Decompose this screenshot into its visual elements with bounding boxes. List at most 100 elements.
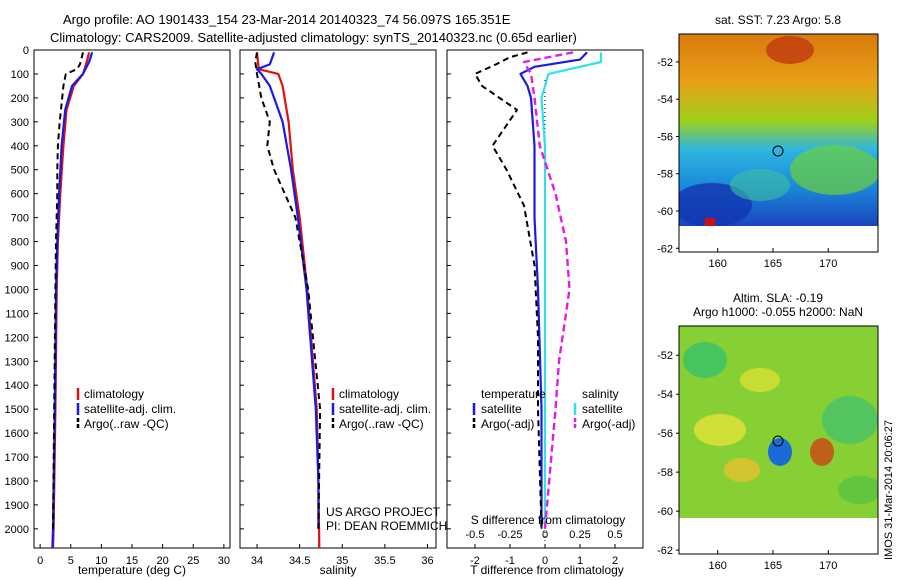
depth-tick-label: 700 — [11, 213, 29, 225]
sst-map-empty — [679, 226, 878, 252]
depth-tick-label: 600 — [11, 189, 29, 201]
legend-salinity-title: salinity — [582, 387, 619, 401]
series-line-s-satellite — [540, 52, 603, 529]
x-tick-label: 20 — [157, 555, 169, 567]
depth-tick-label: 1900 — [5, 500, 29, 512]
sla-map-title2: Argo h1000: -0.055 h2000: NaN — [693, 305, 863, 319]
x-tick-label: 34.5 — [289, 555, 310, 567]
legend-label: satellite-adj. clim. — [84, 402, 176, 416]
legend-label: climatology — [339, 387, 399, 401]
map-lon-label: 160 — [709, 258, 727, 270]
sla-float-marker — [772, 435, 784, 447]
sla-map-ticks: -52 -54 -56 -58 -60 -62 160 165 170 — [657, 350, 837, 572]
x-tick-label: 10 — [95, 555, 107, 567]
figure-title-line1: Argo profile: AO 1901433_154 23-Mar-2014… — [63, 12, 511, 27]
depth-tick-label: 1300 — [5, 356, 29, 368]
depth-tick-label: 1100 — [5, 308, 29, 320]
map-lat-label: -60 — [657, 206, 673, 218]
sst-map-title: sat. SST: 7.23 Argo: 5.8 — [715, 13, 841, 27]
legend-label: Argo(..raw -QC) — [339, 417, 424, 431]
sst-map: -52 -54 -56 -58 -60 -62 160 165 170 — [657, 33, 879, 270]
timestamp-stamp: IMOS 31-Mar-2014 20:06:27 — [883, 420, 895, 560]
depth-tick-label: 1200 — [5, 332, 29, 344]
x-tick-label: 5 — [68, 555, 74, 567]
x-tick-label: 0 — [37, 555, 43, 567]
sst-map-frame — [678, 33, 879, 253]
map-lat-label: -62 — [657, 545, 673, 557]
s-diff-tick-label: 0 — [542, 529, 548, 541]
s-diff-tick-label: -0.25 — [497, 529, 522, 541]
depth-tick-label: 1500 — [5, 404, 29, 416]
sla-map-empty — [679, 518, 878, 554]
difference-panel: -2 -1 0 1 2 -0.5 -0.25 0 0.25 0.5 temperature salin… — [447, 49, 635, 567]
temperature-xlabel: temperature (deg C) — [78, 563, 186, 577]
map-lon-label: 165 — [764, 560, 782, 572]
x-tick-label: 25 — [187, 555, 199, 567]
legend-temperature-title: temperature — [481, 387, 546, 401]
sla-map: -52 -54 -56 -58 -60 -62 160 165 170 — [657, 325, 879, 572]
legend-label: satellite — [582, 402, 623, 416]
x-tick-label: 34 — [251, 555, 263, 567]
depth-tick-label: 400 — [11, 141, 29, 153]
map-lon-label: 170 — [819, 560, 837, 572]
depth-tick-label: 1600 — [5, 428, 29, 440]
depth-tick-label: 1800 — [5, 476, 29, 488]
depth-tick-label: 200 — [11, 93, 29, 105]
depth-tick-label: 1400 — [5, 380, 29, 392]
legend-label: Argo(-adj) — [582, 417, 635, 431]
series-line-argo-raw-qc- — [52, 52, 84, 529]
t-difference-xlabel: T difference from climatology — [470, 563, 624, 577]
sla-map-patches — [683, 342, 878, 504]
depth-tick-label: 1000 — [5, 284, 29, 296]
map-lat-label: -52 — [657, 57, 673, 69]
map-lat-label: -54 — [657, 94, 673, 106]
depth-tick-label: 0 — [23, 45, 29, 57]
salinity-panel-frame — [239, 49, 437, 549]
map-lat-label: -56 — [657, 131, 673, 143]
map-lat-label: -58 — [657, 169, 673, 181]
depth-axis-labels: 0 100 200 300 400 500 600 700 800 900 1000 1100 1200… — [5, 45, 29, 536]
series-line-climatology — [255, 52, 321, 549]
salinity-panel: 34 34.5 35 35.5 36 climatologysatellite-adj. … — [240, 49, 434, 567]
depth-tick-label: 900 — [11, 260, 29, 272]
map-lat-label: -58 — [657, 467, 673, 479]
series-line-t-argo — [474, 51, 543, 529]
s-diff-tick-label: 0.25 — [569, 529, 590, 541]
map-lat-label: -52 — [657, 350, 673, 362]
series-line-t-satellite — [519, 51, 588, 529]
sla-map-frame — [678, 325, 879, 555]
sst-map-patches — [679, 36, 878, 226]
map-lat-label: -62 — [657, 243, 673, 255]
depth-tick-label: 1700 — [5, 452, 29, 464]
x-tick-label: -2 — [470, 555, 480, 567]
legend-label: Argo(..raw -QC) — [84, 417, 169, 431]
figure-title-line2: Climatology: CARS2009. Satellite-adjuste… — [50, 30, 577, 45]
s-diff-tick-label: -0.5 — [466, 529, 485, 541]
depth-tick-label: 800 — [11, 237, 29, 249]
s-difference-label: S difference from climatology — [471, 513, 626, 527]
x-tick-label: 36 — [421, 555, 433, 567]
legend-label: satellite-adj. clim. — [339, 402, 431, 416]
salinity-xlabel: salinity — [320, 563, 357, 577]
series-line-s-argo — [522, 51, 574, 529]
map-lat-label: -56 — [657, 428, 673, 440]
x-tick-label: -1 — [505, 555, 515, 567]
pi-annotation: PI: DEAN ROEMMICH — [326, 519, 447, 533]
sst-float-marker — [772, 145, 784, 157]
depth-tick-label: 2000 — [5, 524, 29, 536]
legend-label: satellite — [481, 402, 522, 416]
map-lat-label: -60 — [657, 506, 673, 518]
map-lon-label: 165 — [764, 258, 782, 270]
depth-tick-label: 500 — [11, 165, 29, 177]
x-tick-label: 0 — [542, 555, 548, 567]
x-tick-label: 35 — [336, 555, 348, 567]
map-lat-label: -54 — [657, 389, 673, 401]
x-tick-label: 2 — [612, 555, 618, 567]
sst-map-ticks: -52 -54 -56 -58 -60 -62 160 165 170 — [657, 57, 837, 270]
sla-map-title1: Altim. SLA: -0.19 — [733, 291, 823, 305]
x-tick-label: 1 — [577, 555, 583, 567]
s-diff-tick-label: 0.5 — [607, 529, 622, 541]
series-line-argo-raw-qc- — [254, 52, 322, 529]
